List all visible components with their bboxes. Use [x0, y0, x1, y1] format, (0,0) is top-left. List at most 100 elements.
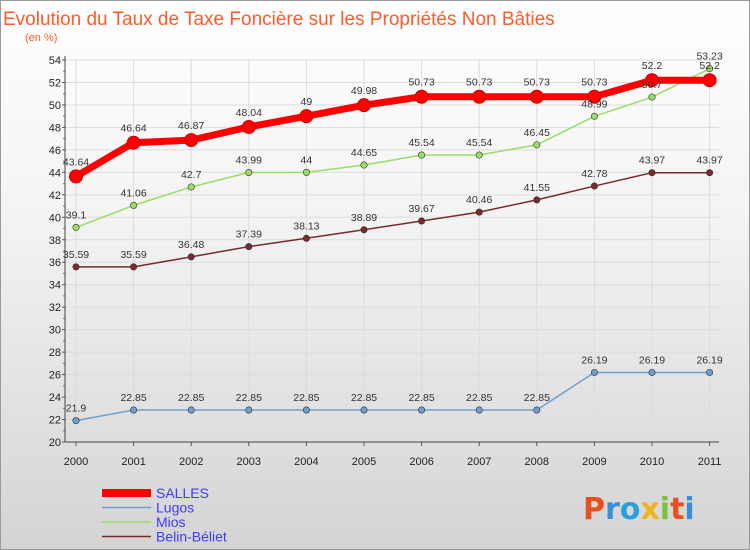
chart-title: Evolution du Taux de Taxe Foncière sur l… — [3, 9, 555, 30]
data-point — [130, 201, 138, 209]
x-tick-label: 2008 — [525, 456, 549, 468]
grid — [65, 59, 719, 443]
data-point — [245, 168, 253, 176]
series-layer — [69, 65, 717, 425]
data-label: 36.48 — [178, 239, 204, 251]
data-point — [645, 73, 659, 88]
x-tick-label: 2005 — [352, 456, 376, 468]
data-label: 46.64 — [120, 123, 146, 135]
series-line-lugos — [75, 371, 710, 422]
y-tick-label: 54 — [49, 55, 61, 67]
data-label: 35.59 — [63, 249, 89, 261]
data-label: 26.19 — [581, 354, 607, 366]
data-label: 49 — [301, 96, 313, 108]
data-label: 42.7 — [181, 169, 202, 181]
data-point — [360, 226, 368, 234]
data-point — [590, 112, 598, 120]
data-point — [472, 89, 487, 104]
data-point — [475, 208, 483, 216]
data-label: 38.13 — [293, 220, 319, 232]
data-label: 46.45 — [524, 127, 550, 139]
x-tick-label: 2002 — [179, 456, 203, 468]
data-point — [245, 406, 253, 414]
series-line-salles — [74, 76, 710, 180]
data-point — [418, 151, 426, 159]
data-label: 22.85 — [178, 392, 204, 404]
x-tick-label: 2010 — [640, 456, 664, 468]
x-tick-label: 2004 — [294, 456, 318, 468]
data-label: 50.73 — [466, 77, 492, 89]
data-point — [69, 169, 83, 184]
data-point — [648, 368, 656, 376]
data-label: 42.78 — [581, 168, 607, 180]
data-label: 45.54 — [408, 137, 434, 149]
data-label: 52.2 — [642, 60, 663, 72]
data-label: 22.85 — [466, 392, 492, 404]
data-point — [302, 234, 310, 242]
data-point — [360, 161, 368, 169]
legend-entry: Lugos — [156, 500, 194, 516]
data-point — [302, 168, 310, 176]
series-line-belin-b-liet — [76, 171, 710, 268]
data-label: 37.39 — [236, 229, 262, 241]
data-label: 22.85 — [351, 392, 377, 404]
y-tick-label: 50 — [49, 100, 61, 112]
data-label: 39.67 — [408, 203, 434, 215]
data-point — [529, 89, 544, 104]
data-point — [418, 217, 426, 225]
data-label: 26.19 — [639, 354, 665, 366]
legend-entry: SALLES — [156, 485, 209, 501]
data-point — [475, 151, 483, 159]
data-point — [590, 182, 598, 190]
proxiti-logo: Proxiti — [583, 492, 695, 527]
legend-entry: Mios — [156, 514, 186, 530]
data-point — [533, 196, 541, 204]
data-label: 48.04 — [236, 107, 262, 119]
data-label: 22.85 — [524, 392, 550, 404]
data-label: 41.55 — [524, 182, 550, 194]
data-label: 39.1 — [66, 209, 87, 221]
data-point — [702, 73, 717, 88]
data-label: 48.99 — [581, 98, 607, 110]
x-tick-label: 2006 — [409, 456, 433, 468]
data-label: 52.2 — [699, 60, 720, 72]
data-point — [533, 141, 541, 149]
y-tick-label: 36 — [49, 257, 61, 269]
data-point — [126, 135, 141, 150]
x-tick-label: 2009 — [582, 456, 606, 468]
x-tick-label: 2001 — [121, 456, 145, 468]
y-tick-label: 22 — [49, 415, 61, 427]
x-tick-label: 2000 — [64, 456, 88, 468]
data-label: 38.89 — [351, 212, 377, 224]
x-tick-label: 2011 — [698, 456, 722, 468]
data-label: 49.98 — [351, 85, 377, 97]
y-tick-label: 44 — [49, 167, 61, 179]
data-point — [533, 406, 541, 414]
data-point — [475, 406, 483, 414]
data-label: 53.23 — [696, 51, 722, 63]
data-label: 44 — [301, 154, 313, 166]
data-point — [130, 406, 138, 414]
data-label: 46.87 — [178, 120, 204, 132]
data-label: 22.85 — [293, 392, 319, 404]
data-label: 45.54 — [466, 137, 492, 149]
y-tick-label: 42 — [49, 190, 61, 202]
x-tick-label: 2003 — [237, 456, 261, 468]
data-point — [187, 406, 195, 414]
data-point — [187, 183, 195, 191]
y-tick-label: 34 — [49, 280, 61, 292]
data-label: 41.06 — [120, 187, 146, 199]
data-point — [245, 243, 253, 251]
y-tick-label: 28 — [49, 347, 61, 359]
y-tick-label: 32 — [49, 302, 61, 314]
data-point — [72, 263, 80, 271]
data-point — [418, 406, 426, 414]
data-point — [587, 89, 602, 104]
data-label: 22.85 — [120, 392, 146, 404]
data-label: 40.46 — [466, 194, 492, 206]
data-label: 22.85 — [236, 392, 262, 404]
data-label: 50.7 — [642, 79, 663, 91]
